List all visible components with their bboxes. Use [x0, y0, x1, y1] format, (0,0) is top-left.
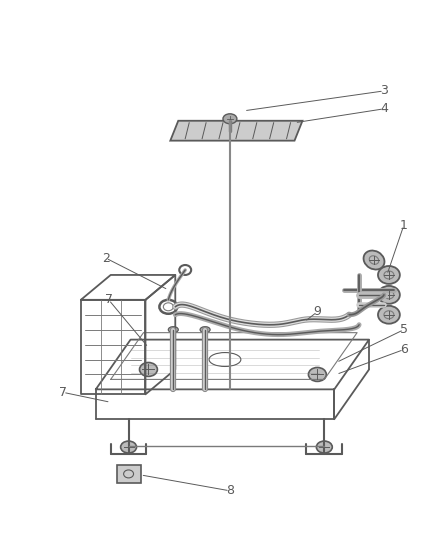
Ellipse shape — [168, 327, 178, 333]
Ellipse shape — [316, 441, 332, 453]
Ellipse shape — [140, 362, 157, 376]
Text: 7: 7 — [105, 293, 113, 306]
Ellipse shape — [378, 286, 400, 304]
Text: 2: 2 — [102, 252, 110, 264]
Text: 1: 1 — [400, 219, 408, 232]
FancyBboxPatch shape — [117, 465, 141, 483]
Text: 9: 9 — [314, 305, 321, 318]
Ellipse shape — [378, 266, 400, 284]
Text: 6: 6 — [400, 343, 408, 356]
Polygon shape — [170, 121, 303, 141]
Text: 4: 4 — [380, 102, 388, 115]
Ellipse shape — [378, 306, 400, 324]
Text: 5: 5 — [400, 323, 408, 336]
Text: 3: 3 — [380, 84, 388, 98]
Ellipse shape — [223, 114, 237, 124]
Ellipse shape — [200, 327, 210, 333]
Ellipse shape — [308, 367, 326, 382]
Text: 7: 7 — [59, 386, 67, 399]
Ellipse shape — [364, 251, 385, 270]
Ellipse shape — [120, 441, 137, 453]
Text: 8: 8 — [226, 484, 234, 497]
